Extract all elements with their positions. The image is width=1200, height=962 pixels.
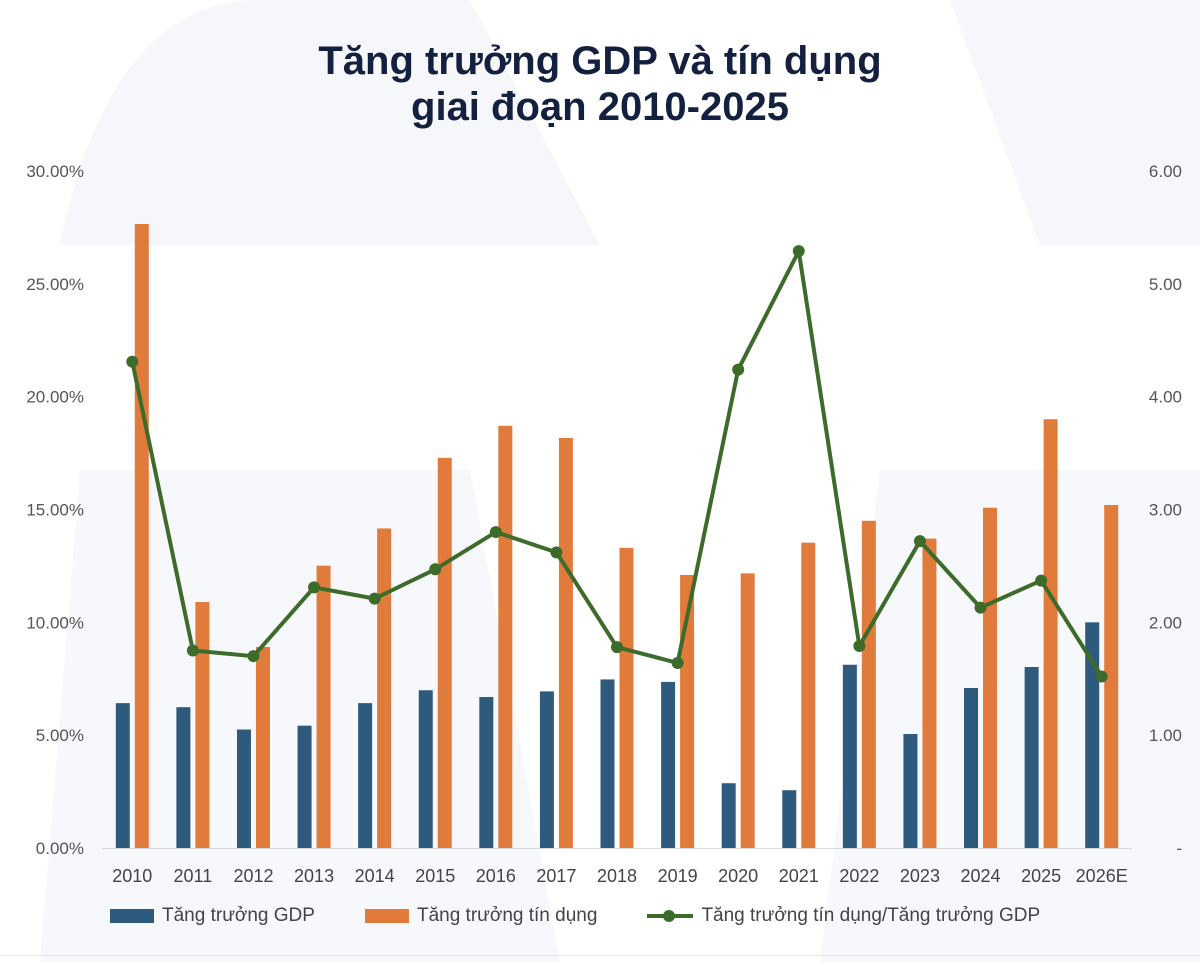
- chart-legend: Tăng trưởng GDP Tăng trưởng tín dụng Tăn…: [110, 905, 1090, 927]
- bar-credit: [134, 224, 149, 848]
- ratio-point: [126, 355, 139, 368]
- bar-credit: [558, 437, 573, 848]
- x-tick-label: 2025: [1021, 866, 1061, 886]
- ratio-point: [489, 526, 502, 539]
- legend-item-gdp: Tăng trưởng GDP: [110, 905, 315, 927]
- y-left-tick-label: 25.00%: [26, 275, 84, 294]
- bar-credit: [801, 542, 816, 848]
- bar-gdp: [842, 664, 857, 848]
- x-tick-label: 2018: [597, 866, 637, 886]
- ratio-point: [308, 581, 321, 594]
- y-left-tick-label: 10.00%: [26, 613, 84, 632]
- x-tick-label: 2010: [112, 866, 152, 886]
- bar-gdp: [1024, 667, 1039, 848]
- bar-credit: [922, 538, 937, 848]
- ratio-point: [186, 644, 199, 657]
- x-tick-label: 2016: [476, 866, 516, 886]
- ratio-point: [1035, 574, 1048, 587]
- bar-gdp: [479, 697, 494, 848]
- ratio-point: [611, 641, 623, 654]
- ratio-point: [853, 640, 866, 653]
- x-tick-label: 2021: [779, 866, 819, 886]
- legend-item-credit: Tăng trưởng tín dụng: [364, 905, 598, 927]
- x-tick-label: 2017: [536, 866, 576, 886]
- x-tick-label: 2015: [415, 866, 455, 886]
- y-left-tick-label: 0.00%: [36, 839, 84, 858]
- bar-gdp: [418, 690, 433, 848]
- legend-label-credit: Tăng trưởng tín dụng: [416, 905, 598, 926]
- bar-gdp: [297, 725, 312, 848]
- bar-gdp: [782, 790, 797, 848]
- y-left-tick-label: 5.00%: [36, 726, 84, 745]
- x-tick-label: 2011: [174, 866, 213, 886]
- bar-credit: [316, 565, 331, 848]
- ratio-point: [1095, 670, 1108, 683]
- x-tick-label: 2012: [233, 866, 273, 886]
- bar-credit: [498, 425, 513, 848]
- y-right-tick-label: 5.00: [1149, 275, 1182, 294]
- ratio-point: [732, 363, 745, 376]
- x-tick-label: 2019: [658, 866, 698, 886]
- bottom-divider: [0, 955, 1200, 956]
- bar-gdp: [1085, 622, 1100, 848]
- x-tick-label: 2022: [839, 866, 879, 886]
- x-tick-label: 2013: [294, 866, 334, 886]
- ratio-point: [550, 546, 563, 559]
- y-right-tick-label: -: [1176, 839, 1182, 858]
- ratio-point: [792, 245, 805, 258]
- legend-item-ratio: Tăng trưởng tín dụng/Tăng trưởng GDP: [647, 905, 1040, 927]
- bar-gdp: [358, 703, 373, 848]
- bar-gdp: [661, 681, 676, 848]
- ratio-line: [130, 249, 1104, 678]
- x-tick-label: 2020: [718, 866, 758, 886]
- chart-title-line-2: giai đoạn 2010-2025: [411, 85, 789, 129]
- chart-title-line-1: Tăng trưởng GDP và tín dụng: [318, 39, 882, 83]
- ratio-point: [247, 650, 260, 663]
- bar-credit: [437, 457, 452, 848]
- bar-gdp: [903, 734, 918, 848]
- legend-swatch-gdp: [110, 909, 154, 923]
- legend-label-gdp: Tăng trưởng GDP: [162, 905, 315, 926]
- bar-gdp: [721, 783, 736, 848]
- bar-gdp: [176, 707, 191, 848]
- legend-swatch-ratio: [647, 909, 694, 923]
- bar-credit: [861, 520, 876, 848]
- y-right-tick-label: 1.00: [1149, 726, 1182, 745]
- bar-gdp: [236, 729, 251, 848]
- bar-credit: [377, 528, 392, 848]
- legend-label-ratio: Tăng trưởng tín dụng/Tăng trưởng GDP: [701, 905, 1041, 926]
- legend-swatch-credit: [364, 909, 409, 923]
- y-right-tick-label: 3.00: [1149, 501, 1182, 520]
- bar-gdp: [600, 679, 615, 848]
- ratio-point: [974, 601, 987, 614]
- bar-gdp: [115, 703, 130, 848]
- bar-gdp: [539, 691, 554, 848]
- bar-credit: [195, 602, 210, 848]
- bar-credit: [1043, 419, 1058, 848]
- bar-gdp: [964, 688, 979, 848]
- x-tick-label: 2014: [355, 866, 395, 886]
- x-tick-label: 2023: [900, 866, 940, 886]
- y-left-tick-label: 15.00%: [26, 501, 84, 520]
- ratio-point: [429, 563, 442, 576]
- y-left-tick-label: 20.00%: [26, 388, 84, 407]
- y-left-tick-label: 30.00%: [26, 162, 84, 181]
- ratio-point: [913, 535, 926, 548]
- y-right-tick-label: 2.00: [1149, 613, 1182, 632]
- bar-credit: [983, 507, 998, 848]
- bar-credit: [740, 573, 755, 848]
- bar-credit: [1104, 504, 1119, 848]
- bar-credit: [255, 646, 270, 848]
- ratio-point: [671, 656, 684, 669]
- y-right-tick-label: 4.00: [1149, 388, 1182, 407]
- x-tick-label: 2026E: [1076, 866, 1128, 886]
- chart-title: Tăng trưởng GDP và tín dụng giai đoạn 20…: [0, 38, 1200, 130]
- ratio-point: [368, 592, 381, 605]
- x-tick-label: 2024: [961, 866, 1001, 886]
- bar-credit: [619, 547, 634, 848]
- y-right-tick-label: 6.00: [1149, 162, 1182, 181]
